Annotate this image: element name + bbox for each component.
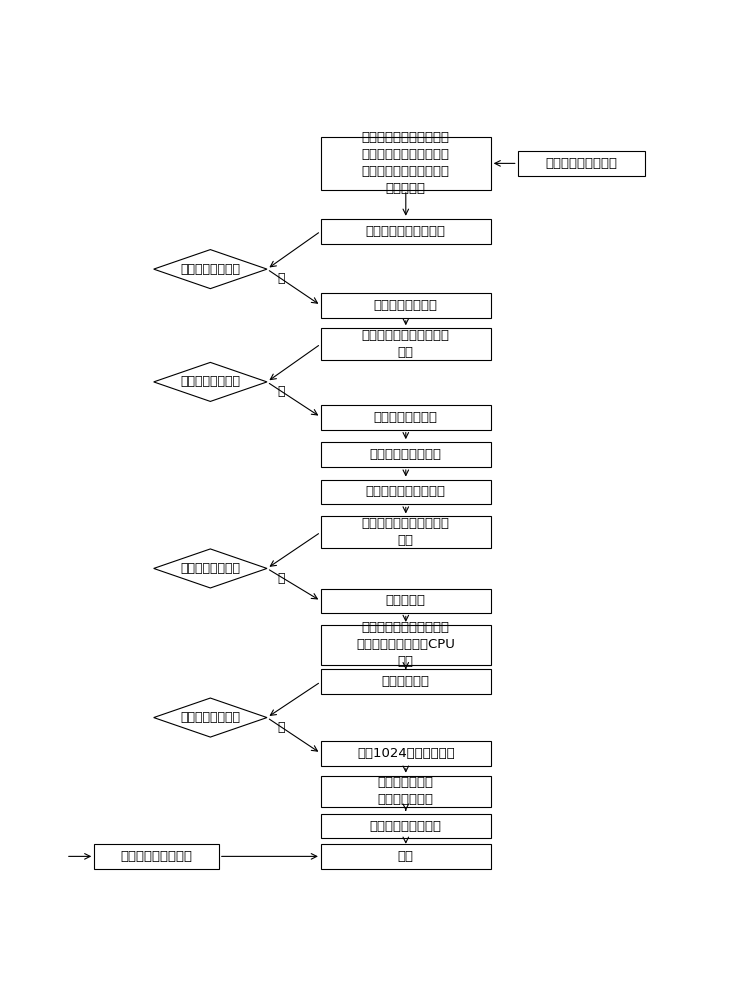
Text: 判断验证是否成功: 判断验证是否成功 bbox=[181, 711, 240, 724]
Bar bbox=[321, 480, 491, 504]
Bar bbox=[321, 442, 491, 467]
Text: 输入待加密数据，待加密
数据长度，有效期，核心
文件校验值，硬件指纹信
息文件位置: 输入待加密数据，待加密 数据长度，有效期，核心 文件校验值，硬件指纹信 息文件位… bbox=[362, 131, 450, 195]
Text: 将所有数据写入文件: 将所有数据写入文件 bbox=[370, 820, 442, 833]
Text: 读取并处理校验信息: 读取并处理校验信息 bbox=[370, 448, 442, 461]
Text: 读取并处理序列号: 读取并处理序列号 bbox=[374, 411, 438, 424]
Text: 创建并打开终端认证信息
文件: 创建并打开终端认证信息 文件 bbox=[362, 329, 450, 359]
Text: 解密数据段: 解密数据段 bbox=[386, 594, 425, 607]
Text: 判断验证是否成功: 判断验证是否成功 bbox=[181, 562, 240, 575]
Polygon shape bbox=[154, 549, 267, 588]
Bar bbox=[321, 405, 491, 430]
Text: 是: 是 bbox=[277, 721, 285, 734]
Polygon shape bbox=[154, 250, 267, 289]
Text: 是: 是 bbox=[277, 385, 285, 398]
Text: 是: 是 bbox=[277, 572, 285, 585]
Bar bbox=[321, 137, 491, 190]
Text: 判断是否成功打开: 判断是否成功打开 bbox=[181, 375, 240, 388]
Text: 打开硬件指纹信息文件: 打开硬件指纹信息文件 bbox=[366, 225, 446, 238]
Bar bbox=[321, 844, 491, 869]
Bar bbox=[321, 293, 491, 318]
Text: 将错误信息写入文件: 将错误信息写入文件 bbox=[121, 850, 192, 863]
Bar bbox=[321, 776, 491, 807]
Bar bbox=[94, 844, 219, 869]
Text: 进行数据验证: 进行数据验证 bbox=[382, 675, 430, 688]
Bar bbox=[321, 219, 491, 244]
Bar bbox=[321, 741, 491, 766]
Bar bbox=[321, 589, 491, 613]
Text: 计算数据段校验值并进行
验证: 计算数据段校验值并进行 验证 bbox=[362, 517, 450, 547]
Polygon shape bbox=[154, 698, 267, 737]
Text: 读取并处理数据段数据: 读取并处理数据段数据 bbox=[366, 485, 446, 498]
Bar bbox=[321, 814, 491, 838]
Bar bbox=[518, 151, 645, 176]
Text: 生成1024字节的随机数: 生成1024字节的随机数 bbox=[357, 747, 455, 760]
Text: 结束: 结束 bbox=[398, 850, 414, 863]
Text: 判断是否成功打开: 判断是否成功打开 bbox=[181, 263, 240, 276]
Polygon shape bbox=[154, 362, 267, 401]
Bar bbox=[321, 625, 491, 665]
Bar bbox=[321, 516, 491, 548]
Text: 提取序列号，硬件指纹信
息，信息生成时间，CPU
信息: 提取序列号，硬件指纹信 息，信息生成时间，CPU 信息 bbox=[356, 621, 455, 668]
Text: 读取硬件指纹信息: 读取硬件指纹信息 bbox=[374, 299, 438, 312]
Text: 利用待加密数据
生成数据段信息: 利用待加密数据 生成数据段信息 bbox=[378, 776, 433, 806]
Text: 计算核心文件校验值: 计算核心文件校验值 bbox=[545, 157, 618, 170]
Bar bbox=[321, 669, 491, 694]
Bar bbox=[321, 328, 491, 360]
Text: 是: 是 bbox=[277, 272, 285, 285]
